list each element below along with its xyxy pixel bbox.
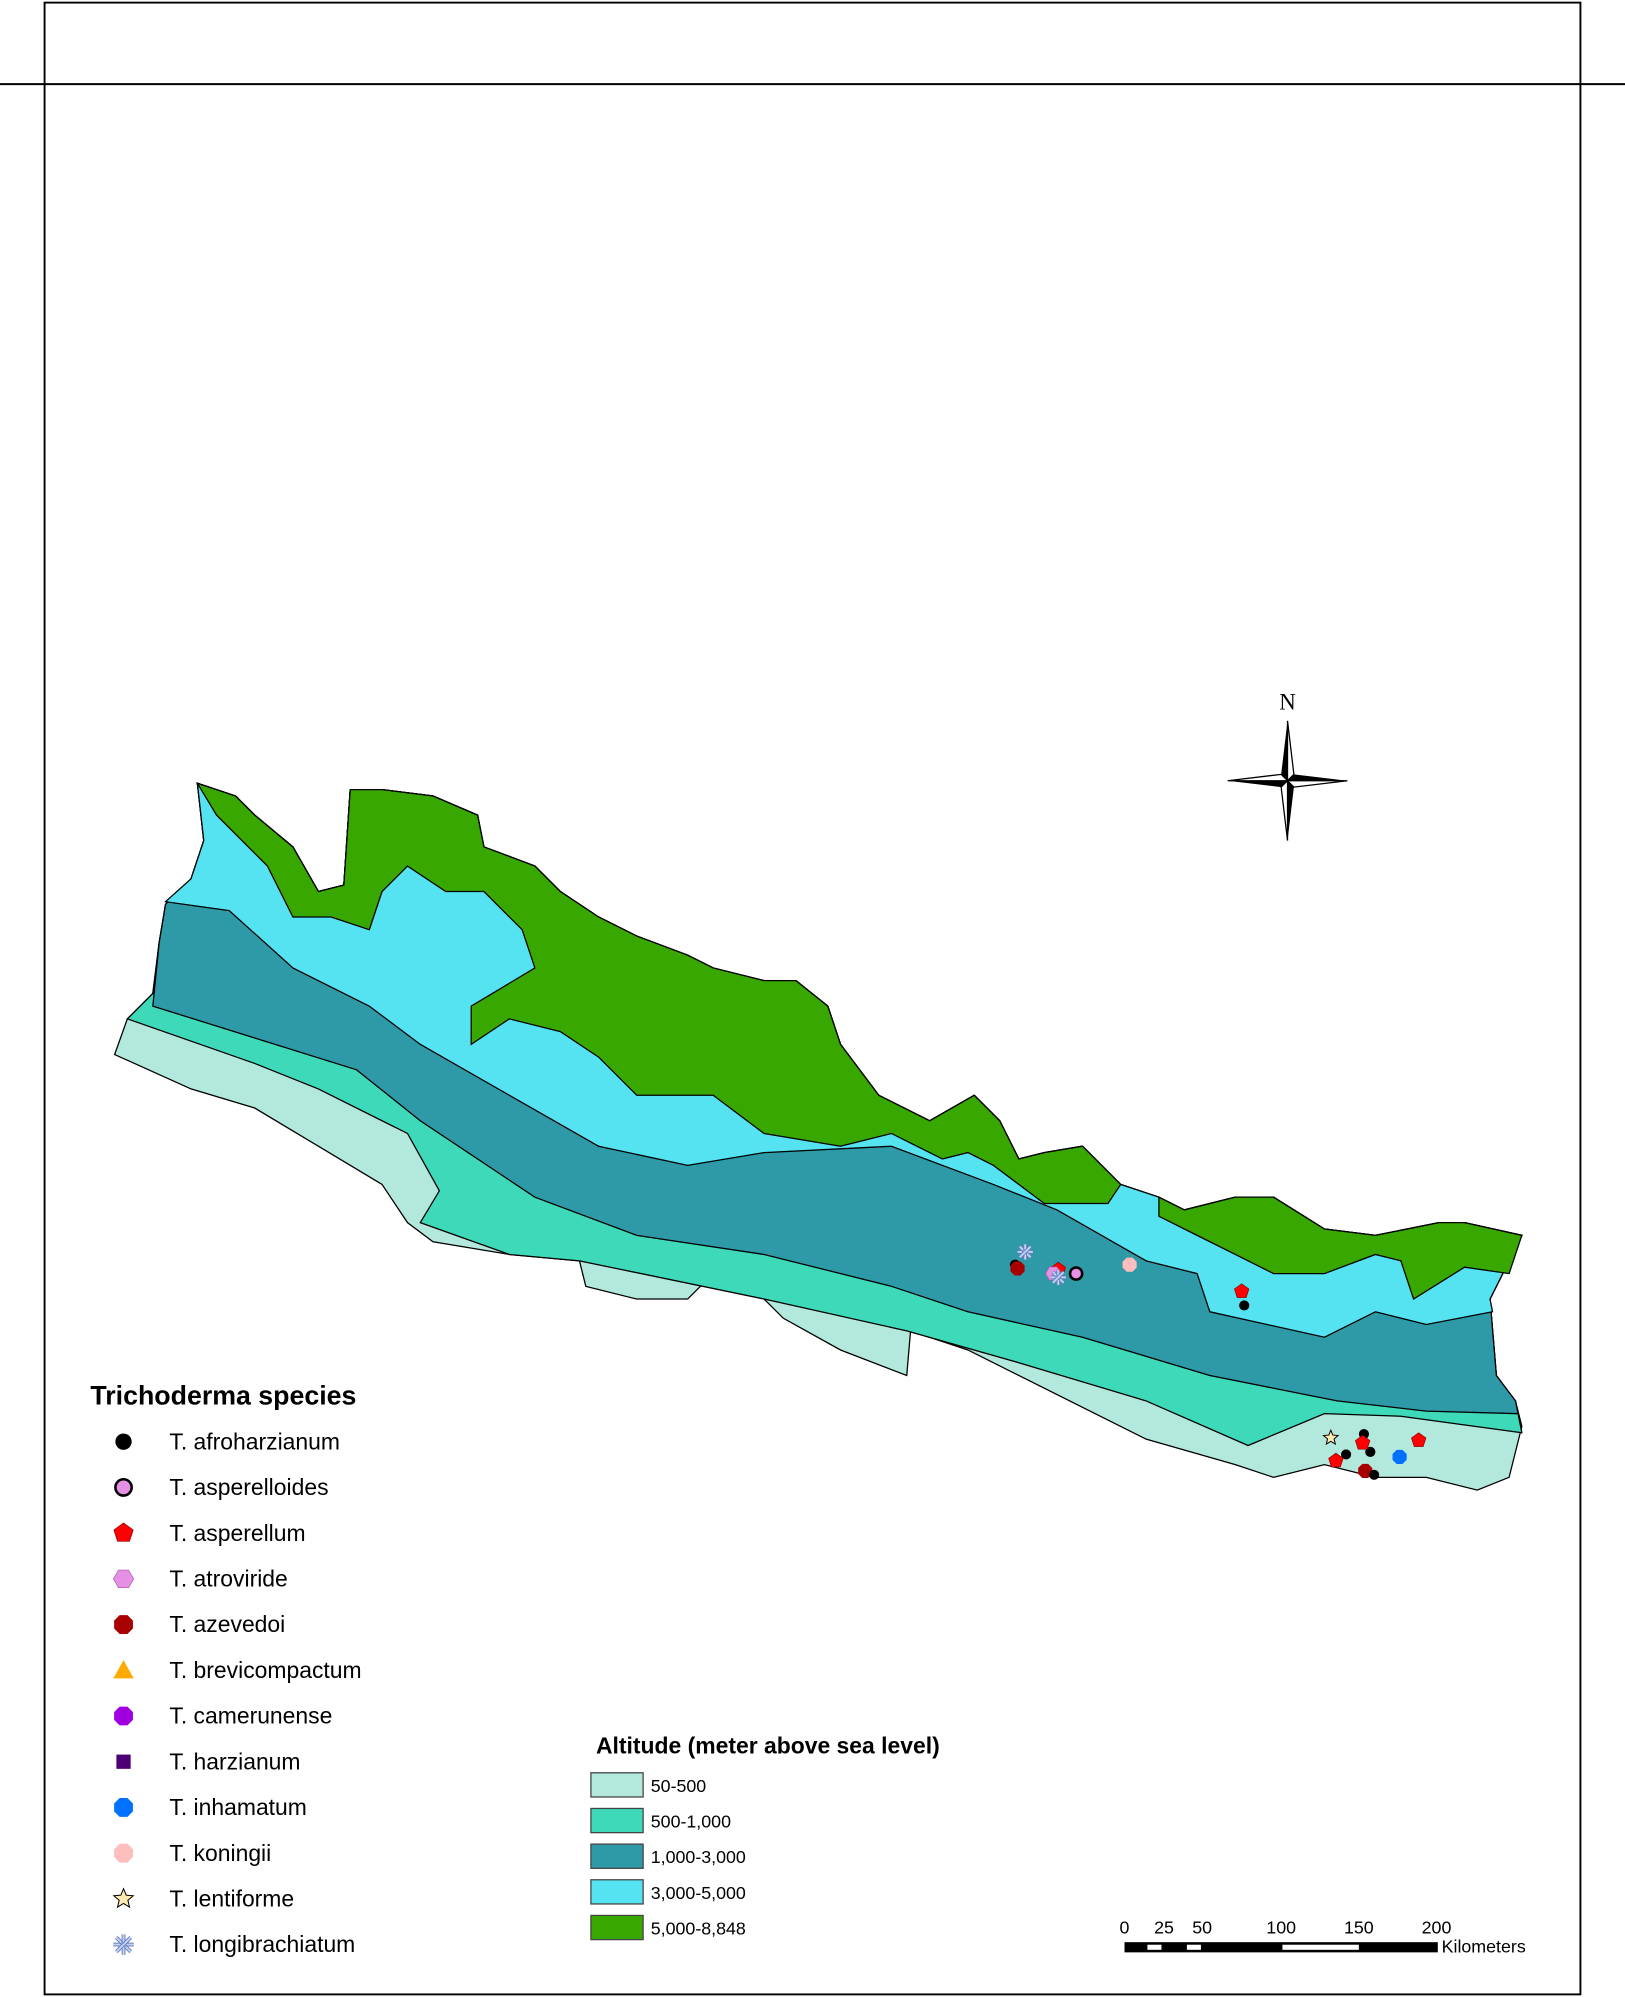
species-legend-item: T. longibrachiatum <box>113 1931 355 1957</box>
species-legend-item: T. camerunense <box>114 1703 332 1729</box>
species-label: T. azevedoi <box>169 1611 285 1637</box>
octagon-marker-icon <box>1122 1257 1137 1272</box>
circle-marker-icon <box>1239 1300 1250 1311</box>
octagon-marker-icon <box>114 1798 133 1817</box>
scale-tick-label: 150 <box>1344 1917 1374 1937</box>
circle-marker-icon <box>1341 1449 1352 1460</box>
pentagon-marker-icon <box>1234 1283 1250 1298</box>
species-legend-title: Trichoderma species <box>90 1381 356 1411</box>
altitude-map <box>113 782 1523 1491</box>
octagon-marker-icon <box>1392 1449 1407 1465</box>
altitude-legend-item: 3,000-5,000 <box>590 1879 746 1905</box>
scale-tick-label: 0 <box>1120 1917 1130 1937</box>
scale-tick-label: 25 <box>1154 1917 1174 1937</box>
map-frame <box>43 1 1582 1996</box>
altitude-label: 5,000-8,848 <box>651 1919 746 1939</box>
star-marker-icon <box>112 1887 135 1909</box>
altitude-legend-item: 1,000-3,000 <box>590 1843 746 1869</box>
species-label: T. koningii <box>169 1840 271 1866</box>
species-label: T. brevicompactum <box>169 1657 361 1683</box>
species-legend-item: T. asperellum <box>113 1520 306 1546</box>
pentagon-marker-icon <box>113 1522 134 1542</box>
altitude-legend-item: 5,000-8,848 <box>590 1914 746 1941</box>
octagon-marker-icon <box>114 1843 133 1863</box>
species-label: T. asperellum <box>169 1520 305 1546</box>
pentagon-marker-icon <box>1355 1434 1371 1450</box>
species-label: T. atroviride <box>169 1565 287 1591</box>
hexagon-marker-icon <box>112 1569 135 1588</box>
altitude-swatch <box>590 1807 644 1834</box>
altitude-5000-8848 <box>195 782 1122 1205</box>
octagon-marker-icon <box>1358 1463 1373 1479</box>
scale-tick-label: 50 <box>1192 1917 1212 1937</box>
altitude-legend-item: 50-500 <box>590 1772 707 1798</box>
species-legend: Trichoderma species T. afroharzianum T. a… <box>90 1381 361 1957</box>
asterisk-marker-icon <box>113 1934 134 1955</box>
pentagon-marker-icon <box>1411 1432 1427 1447</box>
species-label: T. lentiforme <box>169 1886 294 1912</box>
altitude-label: 500-1,000 <box>651 1812 731 1832</box>
species-label: T. asperelloides <box>169 1474 328 1500</box>
triangle-marker-icon <box>113 1660 134 1679</box>
species-legend-item: T. inhamatum <box>114 1794 307 1820</box>
circle-marker-icon <box>1365 1446 1376 1457</box>
altitude-swatch <box>590 1772 644 1798</box>
species-label: T. inhamatum <box>169 1794 307 1820</box>
altitude-label: 1,000-3,000 <box>651 1847 746 1867</box>
species-markers <box>1009 1244 1427 1480</box>
square-marker-icon <box>116 1754 131 1769</box>
pentagon-marker-icon <box>1328 1452 1344 1468</box>
north-arrow: N <box>1227 689 1348 841</box>
circle-marker-icon <box>1369 1469 1380 1480</box>
circle-outlined-marker-icon <box>1068 1266 1084 1281</box>
species-legend-item: T. brevicompactum <box>113 1657 362 1683</box>
octagon-marker-icon <box>114 1706 133 1726</box>
species-legend-item: T. azevedoi <box>114 1611 285 1637</box>
altitude-label: 3,000-5,000 <box>651 1883 746 1903</box>
star-marker-icon <box>1322 1428 1340 1446</box>
altitude-swatch <box>590 1879 644 1905</box>
altitude-legend-title: Altitude (meter above sea level) <box>596 1733 940 1759</box>
species-legend-item: T. koningii <box>114 1840 271 1866</box>
species-legend-item: T. asperelloides <box>114 1474 329 1500</box>
altitude-legend-item: 500-1,000 <box>590 1807 731 1834</box>
scale-unit: Kilometers <box>1442 1936 1526 1956</box>
scale-bar: 0 25 50 100 150 200 Kilometers <box>1120 1917 1526 1956</box>
altitude-legend: Altitude (meter above sea level) 50-500 5… <box>590 1733 940 1941</box>
species-legend-item: T. harzianum <box>116 1748 301 1774</box>
circle-outlined-marker-icon <box>114 1477 133 1497</box>
altitude-5000-8848 <box>1158 1196 1523 1301</box>
species-label: T. longibrachiatum <box>169 1931 355 1957</box>
scale-tick-label: 100 <box>1266 1917 1296 1937</box>
species-legend-item: T. afroharzianum <box>115 1428 340 1454</box>
scale-tick-label: 200 <box>1422 1917 1452 1937</box>
species-legend-item: T. lentiforme <box>112 1886 294 1912</box>
altitude-swatch <box>590 1843 644 1869</box>
species-label: T. afroharzianum <box>169 1428 340 1454</box>
altitude-swatch <box>590 1914 644 1941</box>
species-label: T. harzianum <box>169 1748 300 1774</box>
species-label: T. camerunense <box>169 1703 332 1729</box>
species-legend-item: T. atroviride <box>112 1565 288 1591</box>
octagon-marker-icon <box>1010 1261 1025 1276</box>
octagon-marker-icon <box>114 1615 133 1634</box>
circle-marker-icon <box>115 1433 132 1450</box>
altitude-label: 50-500 <box>651 1776 707 1796</box>
asterisk-marker-icon <box>1017 1244 1033 1260</box>
north-label: N <box>1279 689 1296 714</box>
asterisk-marker-icon <box>1050 1269 1066 1286</box>
